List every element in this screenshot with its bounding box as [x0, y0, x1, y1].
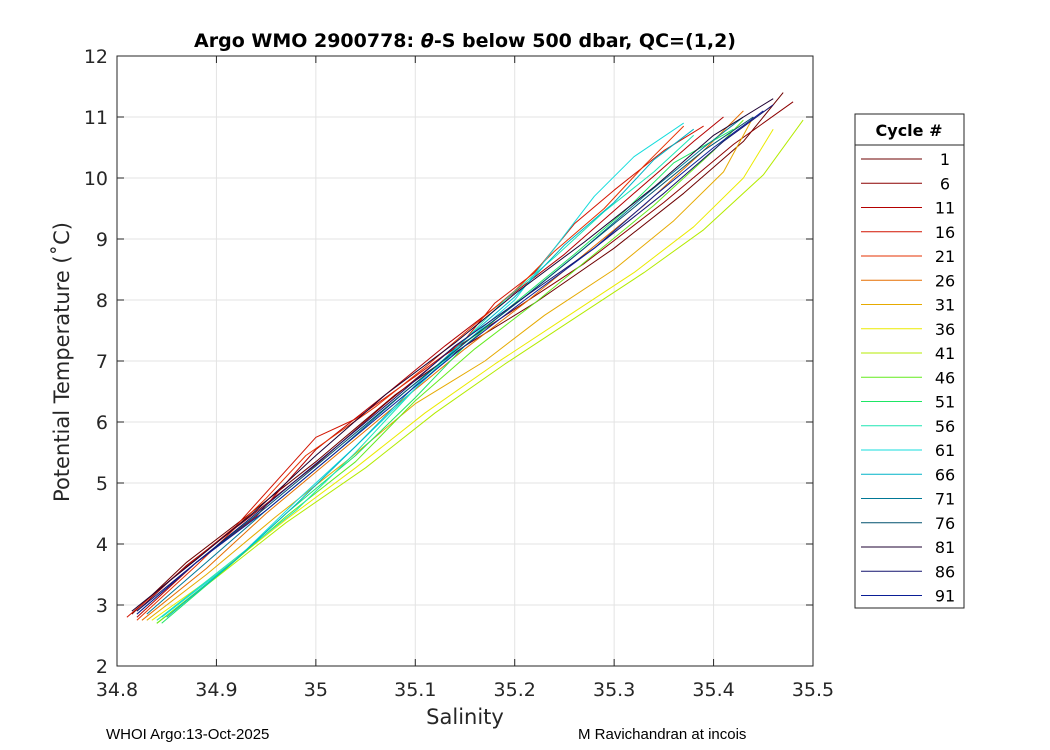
x-tick-label: 35.3 [593, 679, 635, 701]
x-tick-label: 35 [304, 679, 328, 701]
profile-line-cycle-86 [136, 104, 774, 612]
x-tick-label: 34.9 [195, 679, 237, 701]
profile-lines [126, 92, 804, 624]
footer-left: WHOI Argo:13-Oct-2025 [106, 726, 270, 743]
legend-label: 36 [935, 320, 955, 339]
grid [117, 56, 813, 666]
footer-right: M Ravichandran at incois [578, 726, 747, 743]
y-tick-label: 6 [96, 412, 108, 434]
y-tick-label: 3 [96, 595, 108, 617]
legend-label: 56 [935, 417, 955, 436]
legend-label: 86 [935, 562, 955, 581]
legend-label: 21 [935, 247, 955, 266]
chart-title: Argo WMO 2900778: θ-S below 500 dbar, QC… [194, 30, 736, 52]
y-tick-label: 7 [96, 351, 108, 373]
profile-line-cycle-21 [136, 125, 685, 621]
legend-label: 11 [935, 199, 955, 218]
y-tick-label: 12 [84, 46, 108, 68]
legend-label: 71 [935, 490, 955, 509]
legend-label: 66 [935, 465, 955, 484]
legend-label: 31 [935, 296, 955, 315]
legend-label: 6 [940, 174, 950, 193]
y-tick-label: 8 [96, 290, 108, 312]
profile-line-cycle-76 [136, 116, 754, 615]
profile-line-cycle-41 [156, 119, 804, 624]
legend-label: 16 [935, 223, 955, 242]
x-tick-label: 34.8 [96, 679, 138, 701]
legend-label: 61 [935, 441, 955, 460]
y-tick-label: 4 [96, 534, 108, 556]
profile-line-cycle-26 [141, 110, 744, 621]
legend-label: 41 [935, 344, 955, 363]
profile-line-cycle-66 [166, 128, 695, 618]
legend-title: Cycle # [876, 121, 943, 140]
x-tick-label: 35.5 [792, 679, 834, 701]
legend-label: 1 [940, 150, 950, 169]
profile-line-cycle-31 [146, 116, 754, 621]
profile-line-cycle-91 [136, 110, 764, 615]
legend-label: 26 [935, 271, 955, 290]
y-tick-label: 11 [84, 107, 108, 129]
legend-box [854, 113, 965, 609]
profile-line-cycle-81 [131, 98, 774, 612]
legend-label: 91 [935, 587, 955, 606]
legend: Cycle # 16111621263136414651566166717681… [854, 113, 965, 609]
y-axis-label: Potential Temperature (˚C) [50, 222, 74, 502]
x-axis-label: Salinity [426, 705, 504, 729]
legend-label: 46 [935, 368, 955, 387]
x-tick-label: 35.1 [394, 679, 436, 701]
x-tick-label: 35.2 [494, 679, 536, 701]
y-tick-label: 10 [84, 168, 108, 190]
y-tick-label: 5 [96, 473, 108, 495]
profile-line-cycle-11 [136, 116, 724, 618]
legend-label: 76 [935, 514, 955, 533]
legend-label: 51 [935, 393, 955, 412]
profile-line-cycle-36 [151, 128, 774, 621]
y-tick-label: 2 [96, 656, 108, 678]
x-tick-label: 35.4 [692, 679, 734, 701]
y-tick-label: 9 [96, 229, 108, 251]
axis-ticks: 34.8 34.9 35 35.1 35.2 35.3 35.4 35.5 2 3 4 5 6 7 8 9 10… [84, 46, 834, 701]
legend-label: 81 [935, 538, 955, 557]
